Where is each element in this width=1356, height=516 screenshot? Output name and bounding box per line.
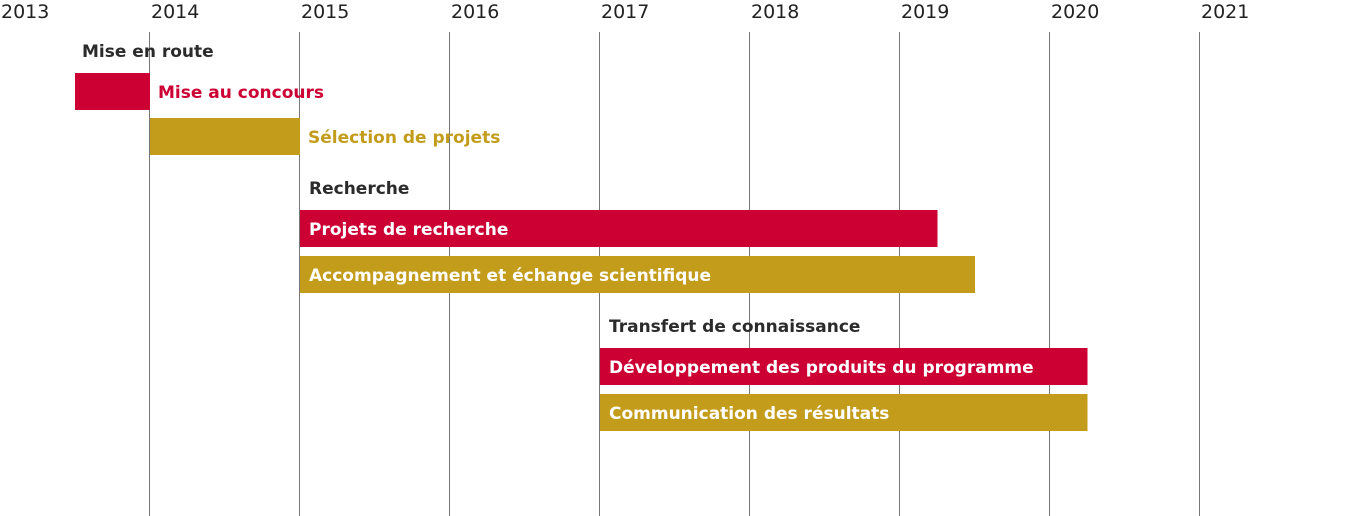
group-label: Transfert de connaissance: [609, 317, 860, 337]
task-bar: [300, 256, 975, 293]
task-label: Développement des produits du programme: [609, 358, 1034, 378]
task-label: Mise au concours: [158, 83, 324, 103]
year-tick-2020: 2020: [1051, 1, 1099, 23]
task-label: Projets de recherche: [309, 220, 508, 240]
year-tick-2013: 2013: [1, 1, 49, 23]
task-label: Accompagnement et échange scientifique: [309, 266, 711, 286]
task-label: Communication des résultats: [609, 404, 889, 424]
task-bar: [150, 118, 300, 155]
year-tick-2015: 2015: [301, 1, 349, 23]
task-bar: [600, 348, 1088, 385]
year-tick-2014: 2014: [151, 1, 199, 23]
year-tick-2021: 2021: [1201, 1, 1249, 23]
year-tick-2019: 2019: [901, 1, 949, 23]
task-bar: [300, 210, 938, 247]
year-tick-2017: 2017: [601, 1, 649, 23]
task-bar: [600, 394, 1088, 431]
task-label: Sélection de projets: [308, 128, 500, 148]
group-label: Mise en route: [82, 42, 214, 62]
year-tick-2016: 2016: [451, 1, 499, 23]
task-bar: [75, 73, 150, 110]
group-label: Recherche: [309, 179, 409, 199]
year-tick-2018: 2018: [751, 1, 799, 23]
